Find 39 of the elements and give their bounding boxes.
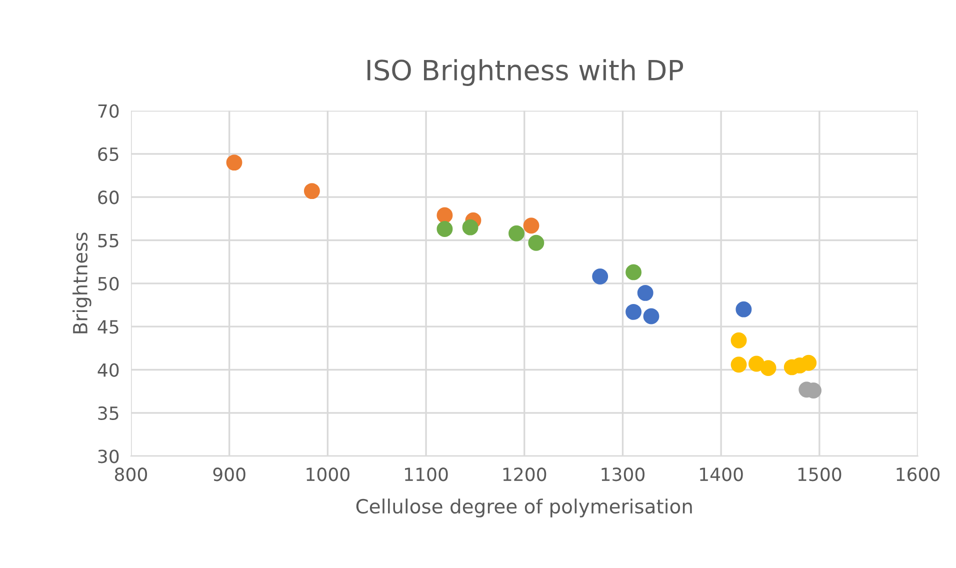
y-tick-label: 70 (98, 104, 119, 118)
x-tick-label: 1100 (405, 468, 448, 482)
x-axis-title: Cellulose degree of polymerisation (356, 498, 692, 518)
x-tick-label: 1400 (700, 468, 743, 482)
point (436, 221, 453, 238)
y-tick-label: 50 (98, 276, 119, 291)
point (643, 308, 660, 324)
y-tick-label: 65 (98, 147, 118, 162)
point (523, 218, 540, 234)
y-tick-label: 40 (98, 363, 119, 377)
y-axis-title: Brightness (72, 232, 92, 334)
point (760, 360, 776, 376)
point (730, 332, 747, 348)
y-tick-label: 45 (98, 320, 118, 334)
point (592, 268, 608, 285)
point (508, 225, 524, 242)
x-tick-label: 1500 (798, 468, 842, 482)
point (304, 183, 320, 200)
chart-title: ISO Brightness with DP (367, 59, 684, 86)
x-tick-label: 800 (114, 468, 148, 482)
point (730, 356, 747, 373)
point (436, 207, 453, 224)
x-tick-label: 1600 (896, 468, 940, 482)
y-tick-label: 60 (98, 190, 119, 204)
point (800, 354, 817, 371)
x-tick-label: 1200 (503, 468, 546, 482)
x-tick-label: 900 (213, 468, 246, 482)
point (626, 264, 642, 280)
y-tick-label: 55 (98, 234, 118, 248)
point (637, 284, 654, 301)
x-tick-label: 1000 (306, 468, 350, 482)
point (736, 301, 752, 318)
y-tick-label: 35 (98, 406, 118, 420)
point (462, 219, 478, 236)
x-tick-label: 1300 (602, 468, 644, 482)
point (528, 234, 544, 251)
point (226, 154, 242, 171)
point (626, 304, 642, 320)
y-tick-label: 30 (98, 450, 119, 464)
